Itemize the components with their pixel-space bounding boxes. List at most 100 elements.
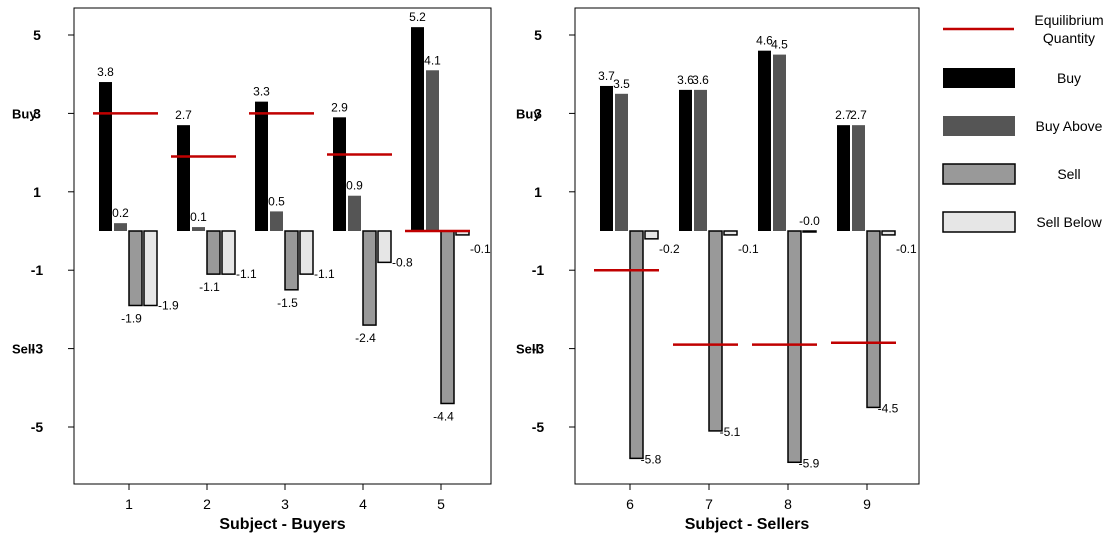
y-tick-label: -1	[31, 262, 44, 278]
data-label: 0.1	[190, 210, 207, 224]
bar-sell	[787, 230, 802, 464]
bar-sell	[284, 230, 299, 291]
data-label: -1.1	[236, 267, 257, 281]
data-label: -0.1	[738, 242, 759, 256]
x-tick-label: 6	[626, 496, 634, 512]
y-tick-label: -5	[532, 419, 545, 435]
y-tick-label: 3	[33, 105, 41, 121]
data-label: 2.7	[850, 108, 867, 122]
x-tick-label: 3	[281, 496, 289, 512]
data-label: 3.3	[253, 85, 270, 99]
bar-buy-above	[694, 89, 707, 231]
x-tick-label: 5	[437, 496, 445, 512]
data-label: -5.8	[641, 452, 662, 466]
x-tick-label: 9	[863, 496, 871, 512]
data-label: -1.1	[314, 267, 335, 281]
data-label: 4.5	[771, 38, 788, 52]
y-tick-label: 1	[534, 184, 542, 200]
legend-label-sell-below: Sell Below	[1036, 214, 1102, 230]
buyers-chart: 5 3 1 -1 -3 -5 Buy Sell 3.8 0.2 -1.9 -1.9 1 2.7 0.1 -1.…	[12, 7, 492, 533]
bar-buy-above	[773, 54, 786, 231]
data-label: 3.6	[692, 73, 709, 87]
data-label: 3.5	[613, 77, 630, 91]
bar-buy	[837, 125, 850, 231]
bar-sell-below	[723, 230, 738, 236]
legend-swatch-buy	[943, 68, 1015, 88]
data-label: 0.9	[346, 179, 363, 193]
x-axis-title: Subject - Buyers	[219, 516, 345, 533]
x-tick-label: 7	[705, 496, 713, 512]
data-label: 3.6	[677, 73, 694, 87]
bar-sell-below	[377, 230, 392, 264]
sellers-chart: 5 3 1 -1 -3 -5 Buy Sell 3.73.5 -5.8 -0.2 6 3.63.6 -5.…	[516, 7, 920, 533]
bar-buy-above	[114, 223, 127, 231]
data-label: 0.2	[112, 206, 129, 220]
x-tick-label: 1	[125, 496, 133, 512]
data-label: -4.5	[878, 401, 899, 415]
data-label: -0.2	[659, 242, 680, 256]
bar-buy	[411, 27, 424, 231]
data-label: -0.8	[392, 255, 413, 269]
x-tick-label: 8	[784, 496, 792, 512]
legend-swatch-buy-above	[943, 116, 1015, 136]
y-tick-label: -3	[532, 341, 545, 357]
bar-buy-above	[192, 227, 205, 231]
legend-swatch-sell	[942, 163, 1016, 185]
bar-sell	[866, 230, 881, 409]
y-tick-label: -3	[31, 341, 44, 357]
data-label: 4.1	[424, 53, 441, 67]
legend: Equilibrium Quantity Buy Buy Above Sell Sell …	[942, 12, 1104, 233]
legend-label-buy-above: Buy Above	[1036, 118, 1103, 134]
bar-buy	[600, 85, 613, 232]
data-label: -1.9	[158, 298, 179, 312]
bar-buy	[99, 82, 112, 231]
bar-sell-below	[221, 230, 236, 275]
data-label: 4.6	[756, 34, 773, 48]
data-label: -1.1	[199, 280, 220, 294]
data-label: -5.1	[720, 425, 741, 439]
legend-label-equilibrium: Equilibrium	[1034, 12, 1103, 28]
bar-buy	[758, 50, 771, 232]
y-tick-label: 5	[33, 27, 41, 43]
bar-sell	[362, 230, 377, 326]
bar-sell	[629, 230, 644, 460]
bar-sell-below	[143, 230, 158, 307]
y-tick-label: 3	[534, 105, 542, 121]
bar-buy	[333, 117, 346, 231]
legend-label-sell: Sell	[1057, 166, 1080, 182]
data-label: -0.1	[470, 242, 491, 256]
bar-buy-above	[270, 211, 283, 231]
data-label: -1.5	[277, 296, 298, 310]
bar-sell-below	[299, 230, 314, 275]
y-tick-label: -1	[532, 262, 545, 278]
y-tick-label: 5	[534, 27, 542, 43]
bar-buy-above	[852, 125, 865, 231]
data-label: 2.7	[835, 108, 852, 122]
bar-sell	[206, 230, 221, 275]
data-label: -0.1	[896, 242, 917, 256]
data-label: 5.2	[409, 10, 426, 24]
legend-label-buy: Buy	[1057, 70, 1081, 86]
y-tick-label: -5	[31, 419, 44, 435]
data-label: 3.8	[97, 65, 114, 79]
bar-buy-above	[615, 93, 628, 231]
bar-buy-above	[348, 195, 361, 231]
data-label: 2.7	[175, 108, 192, 122]
data-label: 0.5	[268, 194, 285, 208]
x-tick-label: 4	[359, 496, 367, 512]
data-label: 3.7	[598, 69, 615, 83]
bar-sell-below	[881, 230, 896, 236]
bar-buy	[177, 125, 190, 231]
side-label-buy: Buy	[516, 106, 541, 121]
data-label: -5.9	[799, 456, 820, 470]
side-label-buy: Buy	[12, 106, 37, 121]
data-label: 2.9	[331, 100, 348, 114]
bar-sell	[440, 230, 455, 405]
bar-sell-below	[644, 230, 659, 240]
data-label: -0.0	[799, 214, 820, 228]
data-label: -2.4	[355, 331, 376, 345]
data-label: -4.4	[433, 409, 454, 423]
bar-buy	[255, 101, 268, 231]
side-label-sell: Sell	[516, 342, 539, 357]
bar-buy-above	[426, 70, 439, 231]
